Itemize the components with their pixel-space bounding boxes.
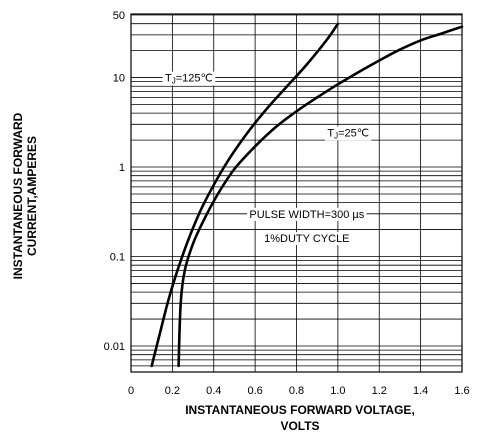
x-tick-label: 0.4 xyxy=(206,385,221,397)
series-label: TJ=125℃ xyxy=(165,73,213,86)
y-tick-label: 0.01 xyxy=(104,341,125,353)
x-tick-label: 1.0 xyxy=(330,385,345,397)
y-tick-label: 1 xyxy=(119,162,125,174)
x-tick-label: 1.4 xyxy=(413,385,428,397)
series-label: TJ=25℃ xyxy=(327,127,369,140)
duty-cycle-annotation: 1%DUTY CYCLE xyxy=(264,233,349,245)
y-tick-label: 0.1 xyxy=(110,252,125,264)
curves xyxy=(150,22,464,368)
y-tick-labels: 0.01 0.1 1 10 50 xyxy=(104,10,125,353)
duty-cycle-annotation: PULSE WIDTH=300 µs xyxy=(249,209,364,221)
x-tick-label: 0.8 xyxy=(289,385,304,397)
annotation-background xyxy=(325,126,372,141)
y-axis-title-line-1: INSTANTANEOUS FORWARD xyxy=(11,112,25,279)
annotation-background xyxy=(162,71,216,86)
y-tick-label: 10 xyxy=(113,73,125,85)
y-axis-title-line-2: CURRENT,AMPERES xyxy=(25,136,39,256)
curve-annotations: TJ=125℃ TJ=25℃ PULSE WIDTH=300 µs 1%DUTY CY… xyxy=(162,71,372,246)
x-tick-label: 1.6 xyxy=(454,385,469,397)
annotation-background xyxy=(266,232,348,246)
plot-frame xyxy=(130,13,463,373)
x-axis-title-line-1: INSTANTANEOUS FORWARD VOLTAGE, xyxy=(185,403,415,417)
series-tj-25-curve xyxy=(177,25,464,368)
x-tick-label: 1.2 xyxy=(372,385,387,397)
x-tick-label: 0.2 xyxy=(165,385,180,397)
x-axis-title-line-2: VOLTS xyxy=(280,419,319,433)
y-tick-label: 50 xyxy=(113,10,125,22)
x-tick-labels: 0 0.2 0.4 0.6 0.8 1.0 1.2 1.4 1.6 xyxy=(128,385,470,397)
x-tick-label: 0 xyxy=(128,385,134,397)
x-tick-label: 0.6 xyxy=(247,385,262,397)
annotation-background xyxy=(247,207,367,221)
series-tj-125-curve xyxy=(150,22,340,368)
